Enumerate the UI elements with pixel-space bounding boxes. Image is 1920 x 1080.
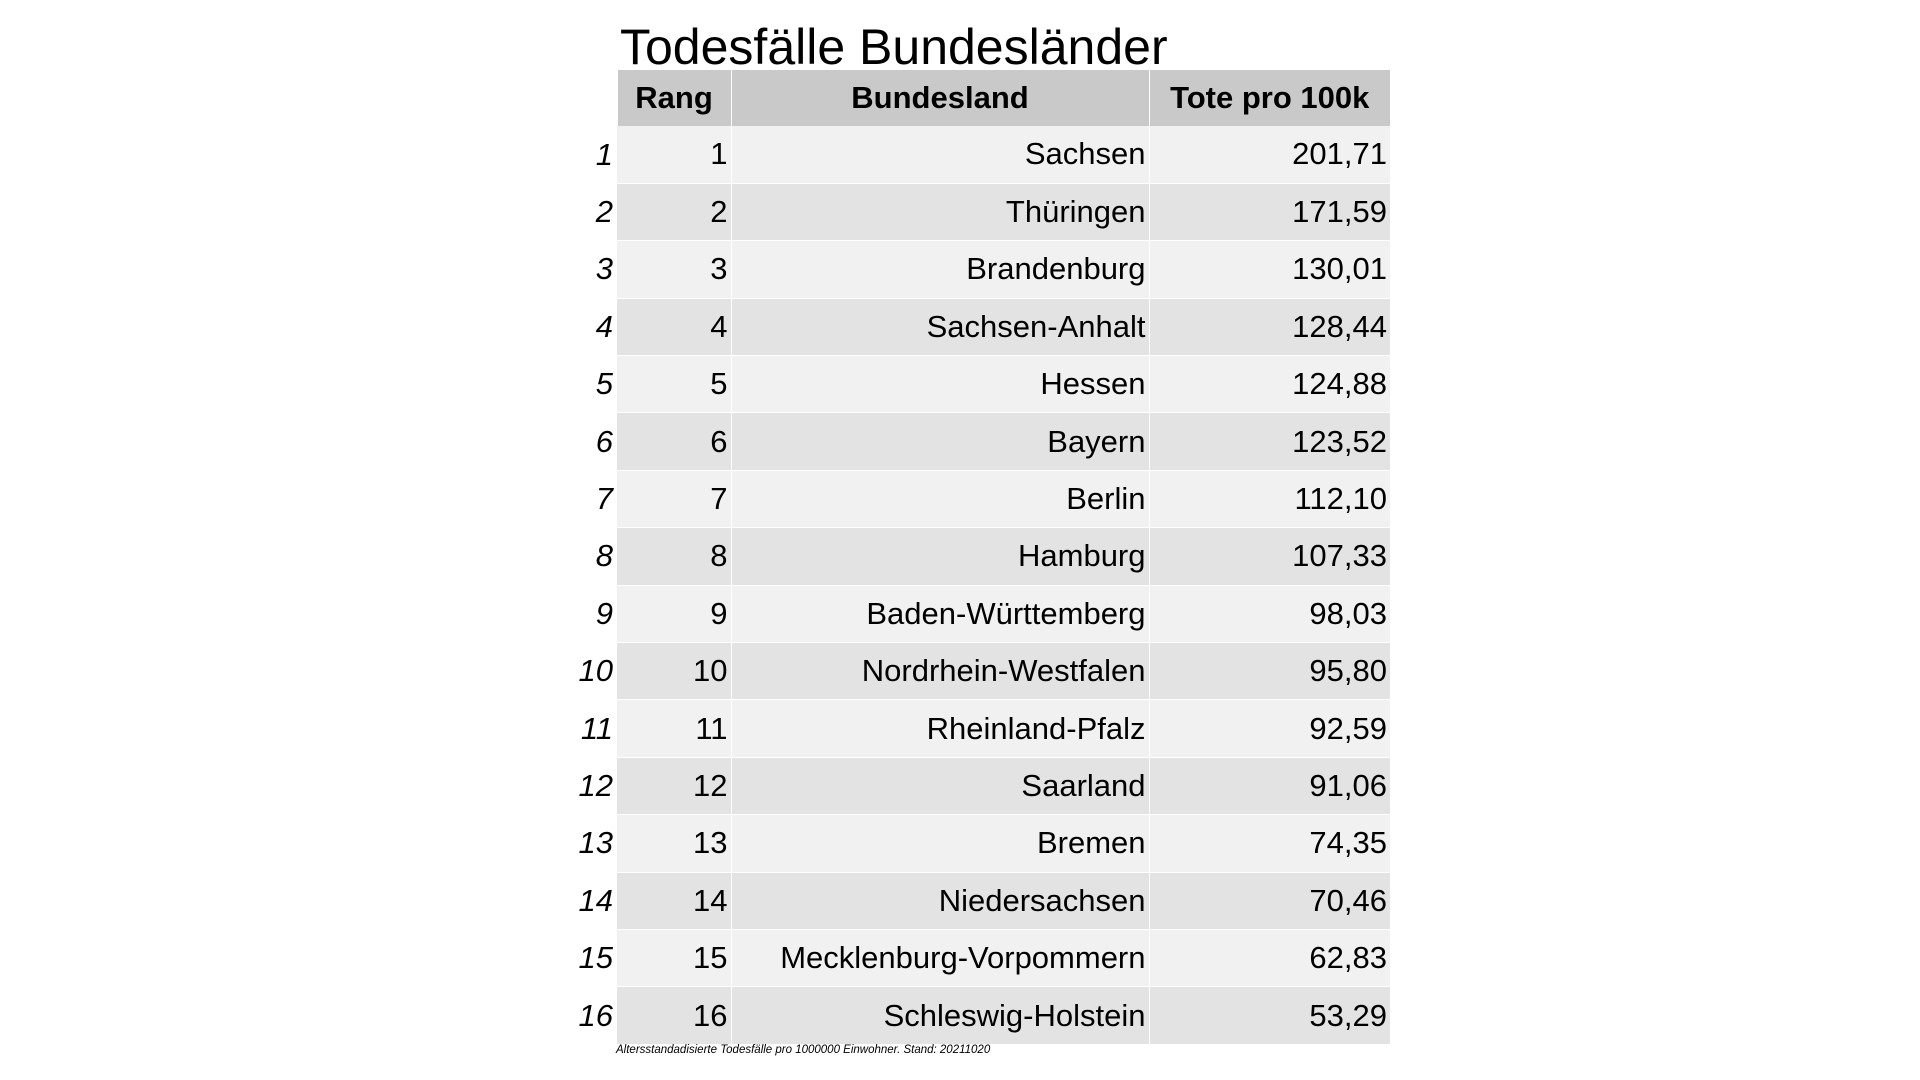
rang-cell: 5 [617, 355, 731, 414]
rang-cell: 10 [617, 642, 731, 701]
data-table: Rang Bundesland Tote pro 100k 1 1 Sachsen 2… [572, 70, 1390, 1045]
table-row: 13 13 Bremen 74,35 [572, 814, 1390, 873]
value-cell: 53,29 [1148, 986, 1390, 1045]
value-cell: 70,46 [1148, 872, 1390, 930]
table-row: 9 9 Baden-Württemberg 98,03 [572, 585, 1390, 644]
table-row: 6 6 Bayern 123,52 [572, 412, 1390, 471]
rang-cell: 3 [617, 240, 731, 299]
value-cell: 92,59 [1148, 699, 1390, 758]
table-row: 5 5 Hessen 124,88 [572, 355, 1390, 414]
bundesland-cell: Hamburg [730, 527, 1149, 586]
rang-cell: 1 [617, 126, 731, 184]
value-cell: 171,59 [1148, 183, 1390, 242]
row-index: 4 [572, 298, 617, 356]
row-index: 5 [572, 355, 617, 413]
row-index: 3 [572, 240, 617, 299]
bundesland-cell: Brandenburg [730, 240, 1149, 299]
footnote: Altersstandadisierte Todesfälle pro 1000… [616, 1044, 991, 1056]
value-cell: 130,01 [1148, 240, 1390, 299]
row-index: 15 [572, 929, 617, 987]
bundesland-cell: Sachsen-Anhalt [730, 298, 1149, 357]
table-row: 10 10 Nordrhein-Westfalen 95,80 [572, 642, 1390, 701]
bundesland-cell: Thüringen [730, 183, 1149, 242]
rang-cell: 2 [617, 183, 731, 242]
bundesland-cell: Mecklenburg-Vorpommern [730, 929, 1149, 988]
table-row: 14 14 Niedersachsen 70,46 [572, 872, 1390, 930]
table-row: 3 3 Brandenburg 130,01 [572, 240, 1390, 299]
rang-cell: 4 [617, 298, 731, 357]
bundesland-cell: Schleswig-Holstein [730, 986, 1149, 1045]
value-cell: 98,03 [1148, 585, 1390, 644]
column-header-bundesland: Bundesland [730, 70, 1149, 126]
index-header [572, 70, 617, 126]
bundesland-cell: Sachsen [730, 126, 1149, 184]
rang-cell: 7 [617, 470, 731, 529]
row-index: 8 [572, 527, 617, 586]
rang-cell: 16 [617, 986, 731, 1045]
rang-cell: 14 [617, 872, 731, 930]
table-body: 1 1 Sachsen 201,71 2 2 Thüringen 171,59 3 3 Brande… [572, 126, 1390, 1045]
table-row: 15 15 Mecklenburg-Vorpommern 62,83 [572, 929, 1390, 988]
row-index: 2 [572, 183, 617, 241]
value-cell: 91,06 [1148, 757, 1390, 816]
header-row: Rang Bundesland Tote pro 100k [572, 70, 1390, 126]
table-row: 16 16 Schleswig-Holstein 53,29 [572, 986, 1390, 1045]
bundesland-cell: Baden-Württemberg [730, 585, 1149, 644]
table-row: 11 11 Rheinland-Pfalz 92,59 [572, 699, 1390, 758]
table-row: 12 12 Saarland 91,06 [572, 757, 1390, 816]
column-header-rang: Rang [616, 70, 731, 126]
table-row: 7 7 Berlin 112,10 [572, 470, 1390, 529]
table-row: 8 8 Hamburg 107,33 [572, 527, 1390, 586]
column-header-value: Tote pro 100k [1148, 70, 1390, 126]
rang-cell: 9 [617, 585, 731, 644]
bundesland-cell: Bayern [730, 412, 1149, 471]
rang-cell: 11 [617, 699, 731, 758]
bundesland-cell: Bremen [730, 814, 1149, 873]
value-cell: 128,44 [1148, 298, 1390, 357]
row-index: 14 [572, 872, 617, 930]
bundesland-cell: Berlin [730, 470, 1149, 529]
table-row: 2 2 Thüringen 171,59 [572, 183, 1390, 242]
chart-title: Todesfälle Bundesländer [620, 19, 1168, 75]
value-cell: 107,33 [1148, 527, 1390, 586]
row-index: 12 [572, 757, 617, 815]
rang-cell: 12 [617, 757, 731, 816]
row-index: 13 [572, 814, 617, 873]
value-cell: 95,80 [1148, 642, 1390, 701]
row-index: 10 [572, 642, 617, 700]
bundesland-cell: Rheinland-Pfalz [730, 699, 1149, 758]
row-index: 7 [572, 470, 617, 528]
rang-cell: 8 [617, 527, 731, 586]
value-cell: 201,71 [1148, 126, 1390, 184]
rang-cell: 13 [617, 814, 731, 873]
row-index: 9 [572, 585, 617, 643]
bundesland-cell: Saarland [730, 757, 1149, 816]
row-index: 1 [572, 126, 617, 184]
table-row: 4 4 Sachsen-Anhalt 128,44 [572, 298, 1390, 357]
row-index: 16 [572, 986, 617, 1045]
row-index: 11 [572, 699, 617, 758]
row-index: 6 [572, 412, 617, 471]
value-cell: 62,83 [1148, 929, 1390, 988]
bundesland-cell: Nordrhein-Westfalen [730, 642, 1149, 701]
value-cell: 123,52 [1148, 412, 1390, 471]
value-cell: 74,35 [1148, 814, 1390, 873]
rang-cell: 6 [617, 412, 731, 471]
bundesland-cell: Hessen [730, 355, 1149, 414]
value-cell: 112,10 [1148, 470, 1390, 529]
value-cell: 124,88 [1148, 355, 1390, 414]
rang-cell: 15 [617, 929, 731, 988]
table-row: 1 1 Sachsen 201,71 [572, 126, 1390, 184]
bundesland-cell: Niedersachsen [730, 872, 1149, 930]
